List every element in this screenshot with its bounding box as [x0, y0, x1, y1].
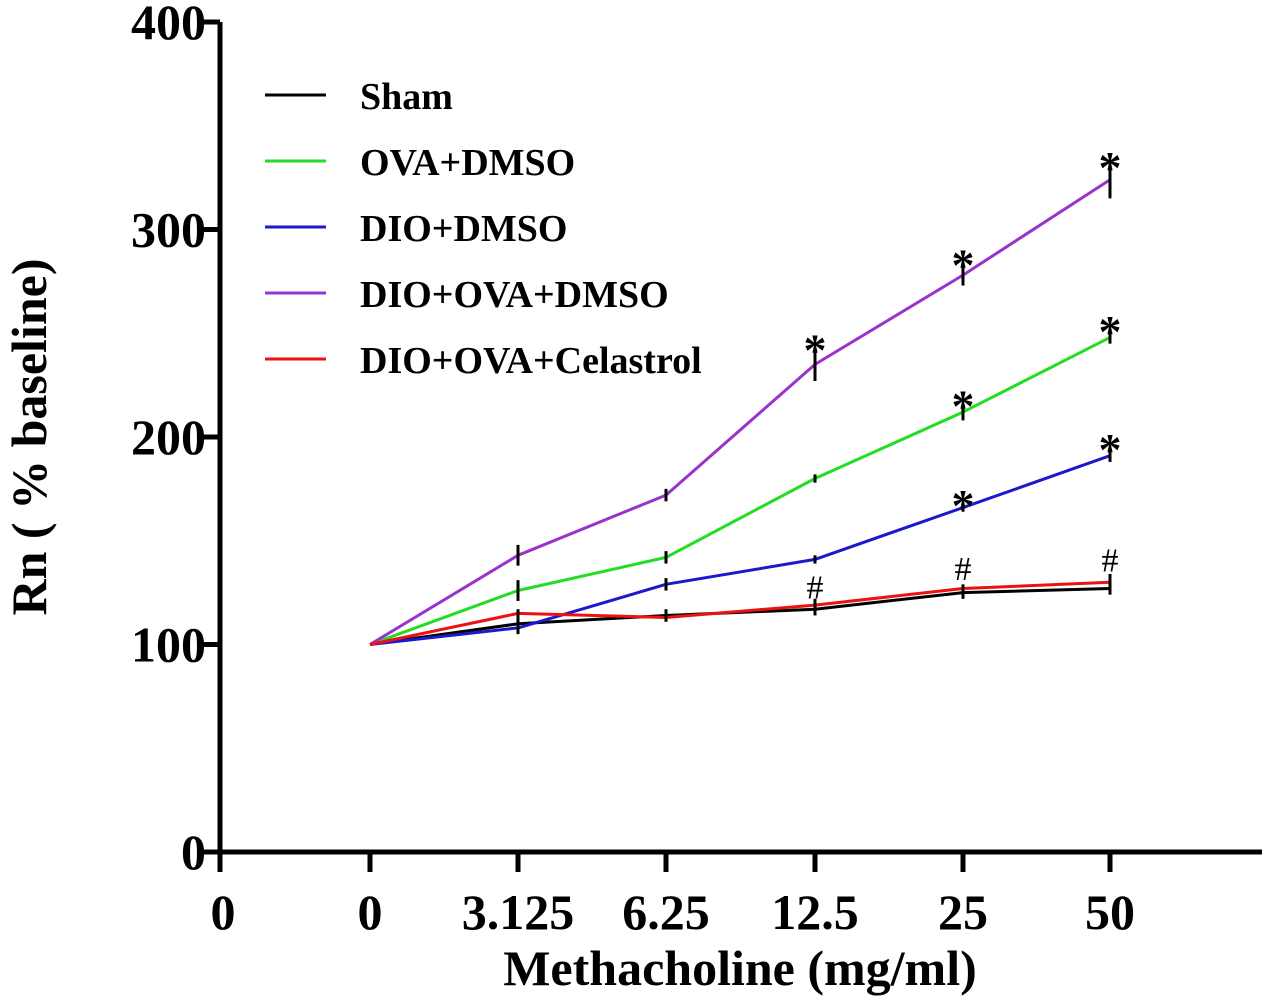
legend-item: DIO+OVA+DMSO — [265, 274, 669, 316]
legend-item: DIO+OVA+Celastrol — [265, 340, 702, 382]
series-line — [369, 336, 1111, 646]
y-tick-label: 0 — [181, 824, 206, 880]
series-line — [369, 587, 1111, 646]
x-tick-label: 12.5 — [771, 884, 859, 940]
legend-label: OVA+DMSO — [360, 142, 575, 184]
significance-star: * — [1099, 142, 1122, 193]
x-tick-label: 0 — [358, 884, 383, 940]
significance-hash: # — [1102, 543, 1119, 580]
significance-star: * — [804, 324, 827, 375]
x-origin-tick-label: 0 — [211, 884, 236, 940]
legend-label: DIO+OVA+DMSO — [360, 274, 669, 316]
y-tick-label: 200 — [131, 409, 206, 465]
x-axis-title: Methacholine (mg/ml) — [503, 940, 977, 996]
y-tick-label: 300 — [131, 202, 206, 258]
legend-item: OVA+DMSO — [265, 142, 575, 184]
y-axis-title: Rn ( % baseline) — [1, 259, 57, 616]
legend-label: DIO+OVA+Celastrol — [360, 340, 702, 382]
annotations-group: * * * * * * * # # # — [804, 142, 1122, 607]
series-line — [369, 580, 1111, 646]
legend: Sham OVA+DMSO DIO+DMSO DIO+OVA+DMSO DIO+OVA+… — [265, 76, 702, 382]
series-sham — [369, 582, 1112, 646]
significance-star: * — [1099, 424, 1122, 475]
significance-star: * — [952, 480, 975, 531]
x-tick-label: 3.125 — [462, 884, 575, 940]
legend-item: Sham — [265, 76, 453, 118]
x-tick-label: 25 — [938, 884, 988, 940]
significance-star: * — [952, 381, 975, 432]
legend-item: DIO+DMSO — [265, 208, 567, 250]
y-tick-label: 400 — [131, 0, 206, 50]
significance-hash: # — [807, 569, 824, 606]
series-line — [369, 454, 1111, 646]
significance-hash: # — [955, 551, 972, 588]
series-dio-dmso — [369, 449, 1112, 646]
series-line — [369, 178, 1111, 646]
significance-star: * — [1099, 306, 1122, 357]
x-tick-label: 6.25 — [622, 884, 710, 940]
significance-star: * — [952, 239, 975, 290]
series-ova-dmso — [369, 331, 1112, 646]
series-dio-ova-dmso — [369, 161, 1112, 646]
x-tick-label: 50 — [1085, 884, 1135, 940]
y-tick-label: 100 — [131, 617, 206, 673]
series-dio-ova-celastrol — [369, 573, 1112, 646]
legend-label: Sham — [360, 76, 453, 118]
legend-label: DIO+DMSO — [360, 208, 567, 250]
series-group — [369, 161, 1112, 646]
